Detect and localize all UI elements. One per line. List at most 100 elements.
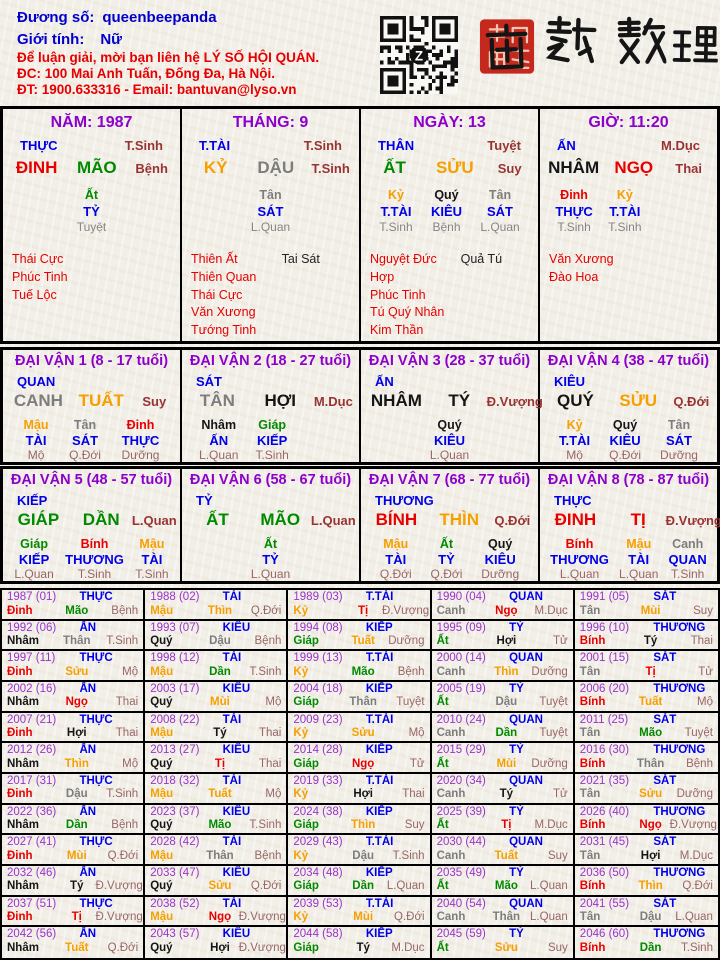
year-can-stem: Kỷ — [293, 727, 309, 740]
hidden-can-stem: Kỷ — [387, 188, 404, 202]
dai-van-ten-god: KIÊU — [554, 373, 586, 389]
year-cell-bottom-line: Đinh Mão Bệnh — [7, 605, 141, 619]
chi-branch: DẬU — [257, 158, 295, 177]
year-cell-bottom-line: Tân Mão Tuyệt — [580, 727, 716, 741]
year-chi-branch: Tuất — [494, 849, 519, 862]
dai-van-ten-god: QUAN — [17, 373, 56, 389]
year-chi-branch: Ngọ — [65, 696, 88, 709]
top-state-label: T.Sinh — [303, 138, 342, 153]
year-number: 2039 (53) — [293, 897, 343, 910]
year-cell-top-line: 2027 (41) THỰC — [7, 836, 141, 850]
year-cell-bottom-line: Quý Sửu Q.Đới — [150, 880, 284, 894]
year-number: 2030 (44) — [436, 836, 486, 849]
year-cell-1995: 1995 (09) TỶ Ất Hợi Tử — [431, 620, 575, 652]
year-state: Thai — [258, 757, 282, 770]
year-cell-bottom-line: Mậu Thìn Q.Đới — [150, 605, 284, 619]
year-cell-bottom-line: Nhâm Ngọ Thai — [7, 696, 141, 710]
year-chi-branch: Thân — [349, 696, 377, 709]
stars-block: Thiên Ất Thiên Quan Thái Cực Văn Xương Tướng… — [182, 251, 359, 340]
year-ten-god: ẤN — [79, 744, 97, 757]
hidden-state: Mộ — [27, 447, 45, 462]
year-cell-top-line: 1996 (10) THƯƠNG — [580, 622, 716, 636]
dai-van-5: ĐẠI VẬN 5 (48 - 57 tuổi) KIẾP GIÁP DẦN L.Qua… — [3, 469, 182, 581]
hidden-ten-god: QUAN — [668, 551, 707, 567]
pillar-main-row: ĐINH MÃO Bệnh — [3, 158, 180, 185]
year-state: Đ.Vượng — [238, 911, 286, 924]
year-state: Tuyệt — [539, 727, 568, 740]
year-can-stem: Mậu — [150, 665, 174, 678]
year-cell-bottom-line: Bính Thìn Q.Đới — [580, 880, 716, 894]
dai-van-main-row: GIÁP DẦN L.Quan — [3, 510, 180, 535]
year-number: 2011 (25) — [579, 713, 629, 726]
year-chi-branch: Thân — [492, 911, 521, 924]
hidden-state: T.Sinh — [255, 447, 289, 462]
dai-van-2: ĐẠI VẬN 2 (18 - 27 tuổi) SÁT TÂN HỢI M.Dục Nh… — [182, 350, 361, 462]
year-cell-1993: 1993 (07) KIÊU Quý Dậu Bệnh — [145, 620, 289, 652]
year-can-stem: Nhâm — [7, 635, 39, 648]
hidden-stem-column: Giáp KIẾP T.Sinh — [255, 418, 288, 462]
year-chi-branch: Mão — [65, 604, 89, 617]
hidden-stem-column: Mậu TÀI Q.Đới — [380, 537, 412, 581]
hidden-can-stem: Quý — [612, 417, 638, 432]
year-can-stem: Tân — [579, 665, 601, 678]
year-state: T.Sinh — [681, 941, 713, 954]
hidden-state: T.Sinh — [608, 219, 642, 234]
year-ten-god: THƯƠNG — [653, 682, 706, 695]
year-chi-branch: Sửu — [65, 665, 89, 678]
year-state: Dưỡng — [531, 665, 568, 678]
year-cell-2038: 2038 (52) TÀI Mậu Ngọ Đ.Vượng — [145, 896, 289, 928]
chi-branch: SỬU — [435, 158, 474, 177]
hidden-state: Q.Đới — [69, 447, 101, 462]
year-chi-branch: Thìn — [207, 604, 233, 617]
year-cell-bottom-line: Quý Tị Thai — [150, 758, 284, 772]
year-number: 1994 (08) — [293, 621, 343, 634]
year-can-stem: Mậu — [150, 727, 174, 740]
year-cell-bottom-line: Đinh Dậu T.Sinh — [7, 788, 141, 802]
year-state: Mộ — [696, 696, 713, 709]
year-number: 1996 (10) — [579, 621, 630, 634]
star-item: Thiên Quan — [191, 269, 257, 284]
year-ten-god: THƯƠNG — [653, 621, 706, 634]
year-cell-bottom-line: Giáp Thìn Suy — [293, 819, 427, 833]
year-cell-top-line: 2038 (52) TÀI — [150, 898, 284, 912]
year-cell-bottom-line: Mậu Thân Bệnh — [150, 850, 284, 864]
chi-branch: TUẤT — [78, 391, 124, 411]
star-item: Thiên Ất — [191, 252, 238, 266]
hidden-ten-god: T.TÀI — [380, 203, 412, 219]
year-can-stem: Kỷ — [293, 849, 309, 862]
year-cell-2002: 2002 (16) ẤN Nhâm Ngọ Thai — [2, 681, 146, 713]
can-stem: CANH — [13, 391, 63, 411]
star-item: Tuế Lộc — [12, 287, 57, 302]
hidden-can-stem: Quý — [437, 417, 462, 432]
year-ten-god: SÁT — [653, 897, 677, 910]
star-item: Phúc Tinh — [370, 287, 426, 302]
year-cell-top-line: 2025 (39) TỶ — [437, 806, 571, 820]
year-cell-2030: 2030 (44) QUAN Canh Tuất Suy — [431, 835, 575, 866]
year-state: M.Dục — [534, 604, 568, 617]
year-can-stem: Kỷ — [293, 911, 309, 924]
dai-van-ten-god: TỶ — [196, 492, 213, 508]
dai-van-main-row: BÍNH THÌN Q.Đới — [361, 510, 538, 535]
hidden-stems: Tân SÁT L.Quan — [182, 188, 359, 246]
year-cell-2034: 2034 (48) KIẾP Giáp Dần L.Quan — [288, 865, 432, 897]
year-cell-top-line: 1991 (05) SÁT — [580, 591, 716, 605]
year-can-stem: Đinh — [7, 788, 33, 801]
year-can-stem: Đinh — [7, 727, 33, 740]
year-cell-1996: 1996 (10) THƯƠNG Bính Tý Thai — [574, 621, 718, 652]
year-cell-top-line: 2044 (58) KIẾP — [293, 928, 427, 942]
year-ten-god: THƯƠNG — [653, 744, 706, 757]
year-cell-top-line: 2011 (25) SÁT — [580, 714, 716, 728]
hidden-stem-column: Quý KIÊU Bệnh — [431, 188, 462, 246]
year-chi-branch: Dậu — [209, 635, 231, 648]
hidden-can-stem: Bính — [80, 536, 109, 551]
year-can-stem: Canh — [436, 911, 466, 924]
star-item: Đào Hoa — [549, 269, 599, 284]
year-state: L.Quan — [675, 911, 713, 924]
year-can-stem: Quý — [150, 819, 173, 832]
year-chi-branch: Sửu — [639, 788, 663, 801]
hidden-can-stem: Tân — [667, 417, 691, 432]
year-cell-2035: 2035 (49) TỶ Ất Mão L.Quan — [431, 865, 575, 897]
can-stem: KỶ — [203, 158, 228, 177]
year-chi-branch: Mão — [208, 819, 232, 832]
year-cell-2020: 2020 (34) QUAN Canh Tý Tử — [431, 773, 575, 805]
